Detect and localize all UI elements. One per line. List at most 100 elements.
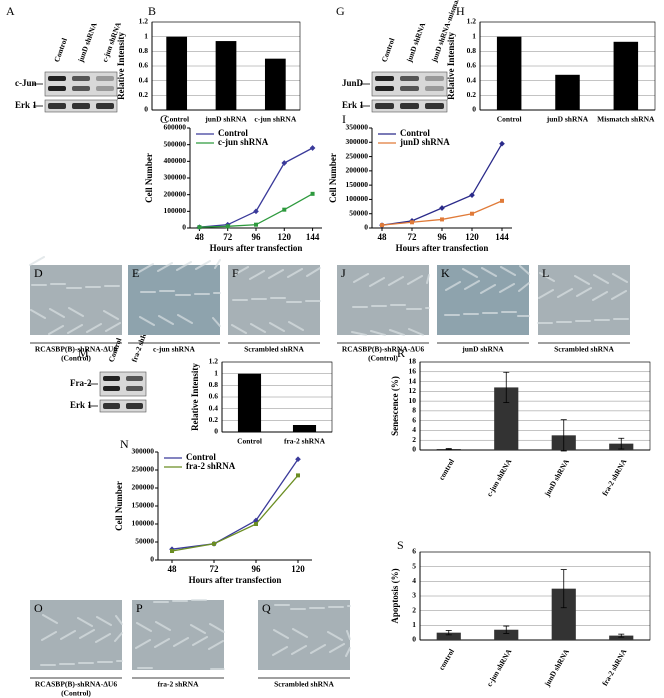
y-tick-label: 1 [144,31,148,40]
cell-streak [68,307,84,317]
cell-streak [135,639,151,649]
y-tick-label: 10 [409,396,417,405]
blot-band [48,76,66,81]
x-tick-label: 48 [168,564,178,574]
y-tick-label: 200000 [132,483,155,492]
blot-band [375,103,394,109]
point [439,205,445,211]
blot-band [375,86,394,91]
x-tick-label: 72 [210,564,220,574]
legend-label: fra-2 shRNA [186,461,236,471]
y-tick-label: 0.4 [209,403,219,412]
cell-streak [233,266,249,276]
blot-band [425,76,444,81]
x-tick-label: fra-2 shRNA [284,437,326,446]
y-tick-label: 1 [472,31,476,40]
cell-streak [539,272,555,282]
cell-streak [499,283,515,293]
blot-band [96,103,114,109]
x-tick-label: c-jun shRNA [254,115,296,124]
row-label: Erk 1 [15,100,37,110]
cell-streak [518,282,530,292]
y-tick-label: 0 [214,427,218,436]
y-tick-label: 8 [412,406,416,415]
y-tick-label: 3 [412,591,416,600]
y-tick-label: 18 [409,357,417,366]
panel-letter: O [34,601,43,615]
caption: RCASBP(B)-shRNA-ΔU6 [35,680,117,689]
cell-streak [612,273,628,283]
y-axis-title: Cell Number [114,481,124,531]
y-tick-label: 1.2 [467,17,477,26]
cell-streak [114,632,123,642]
y-tick-label: 250000 [132,465,155,474]
y-tick-label: 300000 [132,447,155,456]
cell-streak [173,637,189,647]
panel-letter: C [160,112,168,126]
point [470,211,474,216]
cell-streak [138,263,154,273]
lane-label: Control [380,37,397,63]
bar [496,36,522,110]
y-tick-label: 150000 [132,501,155,510]
panel-letter: B [148,4,156,18]
point [254,222,258,227]
panel-letter: I [342,112,346,126]
y-tick-label: 0.8 [139,46,149,55]
legend-label: Control [218,128,248,138]
point [296,473,300,478]
blot-band [48,86,66,91]
x-tick-label: 48 [378,232,388,242]
legend-label: Control [400,128,430,138]
cell-streak [136,622,152,632]
y-tick-label: 4 [412,576,416,585]
cell-streak [86,323,102,333]
x-tick-label: Control [497,115,522,124]
y-tick-label: 0.4 [467,75,477,84]
legend-label: c-jun shRNA [218,137,269,147]
cell-streak [176,261,192,271]
series-line [171,474,299,552]
cell-streak [79,629,95,639]
x-tick-label: 120 [278,232,292,242]
bar [436,632,461,640]
x-tick-label: junD shRNA [546,115,589,124]
blot-band [126,386,143,391]
panel-letter: J [341,266,346,280]
y-tick-label: 150000 [346,180,369,189]
x-tick-label: junD shRNA [204,115,247,124]
cell-streak [158,315,174,325]
y-axis-title: Cell Number [144,153,154,203]
point [380,223,384,228]
x-tick-label: 96 [252,564,262,574]
blot-band [126,376,143,381]
y-tick-label: 0.6 [467,61,477,70]
bar [264,58,286,110]
y-axis-title: Apoptosis (%) [390,568,400,623]
x-tick-label: 120 [291,564,305,574]
blot-strip [371,71,448,97]
cell-streak [292,628,308,638]
bar [494,629,519,640]
cell-streak [287,268,303,278]
x-tick-label: 120 [465,232,479,242]
micrograph [337,265,429,335]
micrograph [437,265,529,335]
cell-streak [268,269,284,279]
cell-streak [310,644,326,654]
x-tick-label: 144 [306,232,320,242]
cell-streak [593,274,609,284]
cell-streak [67,324,83,334]
cell-streak [369,277,385,287]
cell-streak [208,640,224,650]
legend-label: Control [186,452,216,462]
y-tick-label: 14 [409,376,417,385]
cell-streak [407,275,423,285]
series-line [381,200,503,226]
y-tick-label: 1 [412,620,416,629]
y-tick-label: 200000 [164,189,187,198]
y-tick-label: 12 [409,386,417,395]
cell-streak [481,267,497,277]
point [499,140,505,147]
blot-band [72,76,90,81]
